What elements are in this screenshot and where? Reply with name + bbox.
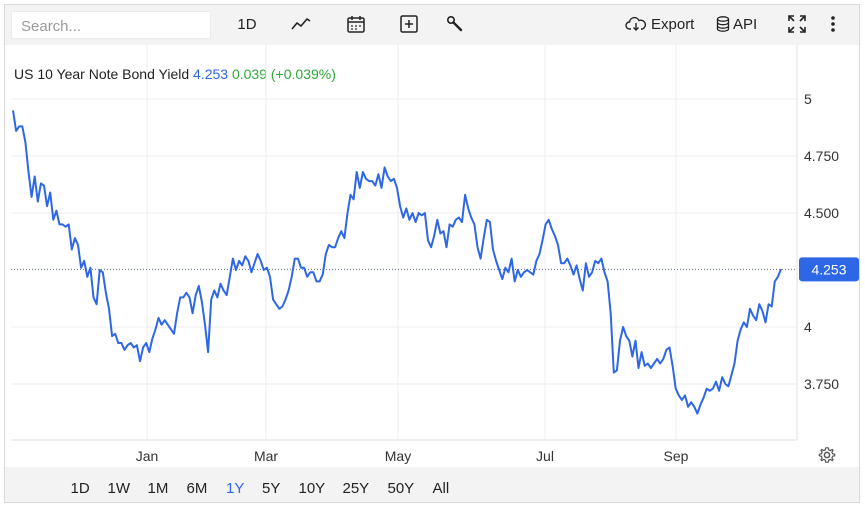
range-button-10y[interactable]: 10Y (298, 480, 326, 497)
range-button-1w[interactable]: 1W (107, 480, 131, 497)
export-button[interactable]: Export (625, 10, 697, 38)
x-tick-label: May (385, 448, 411, 464)
interval-label: 1D (237, 15, 257, 33)
cloud-download-icon (625, 16, 647, 32)
fullscreen-icon (787, 14, 807, 34)
series-value: 4.253 (193, 66, 229, 82)
y-tick-label: 4.500 (804, 205, 839, 221)
range-button-all[interactable]: All (432, 480, 450, 497)
api-label: API (733, 15, 758, 33)
range-button-1m[interactable]: 1M (147, 480, 169, 497)
tools-button[interactable] (443, 10, 467, 38)
x-tick-label: Jan (136, 448, 159, 464)
wrench-icon (445, 14, 465, 34)
range-button-1y[interactable]: 1Y (226, 480, 245, 497)
database-icon (716, 15, 730, 33)
series-legend: US 10 Year Note Bond Yield 4.253 0.039 (… (14, 66, 336, 82)
y-tick-label: 5 (804, 91, 812, 107)
series-line (12, 110, 782, 415)
chart-type-button[interactable] (288, 10, 314, 38)
series-name: US 10 Year Note Bond Yield (14, 66, 190, 82)
x-tick-label: Jul (536, 448, 554, 464)
series-change: 0.039 (+0.039%) (231, 66, 336, 82)
range-button-6m[interactable]: 6M (186, 480, 208, 497)
range-button-1d[interactable]: 1D (70, 480, 90, 497)
add-indicator-icon (399, 14, 419, 34)
more-vertical-icon (830, 15, 836, 33)
y-tick-label: 4 (804, 319, 812, 335)
last-value-badge (799, 257, 859, 282)
x-tick-label: Sep (664, 448, 689, 464)
api-button[interactable]: API (716, 10, 762, 38)
settings-button[interactable] (818, 446, 836, 469)
range-bar (5, 467, 859, 502)
calendar-icon (346, 14, 366, 34)
add-indicator-button[interactable] (397, 10, 421, 38)
interval-selector[interactable]: 1D (232, 10, 262, 38)
x-tick-label: Mar (254, 448, 278, 464)
range-button-5y[interactable]: 5Y (262, 480, 281, 497)
more-button[interactable] (824, 10, 842, 38)
y-tick-label: 4.750 (804, 148, 839, 164)
gear-icon (818, 447, 836, 468)
date-range-button[interactable] (344, 10, 368, 38)
export-label: Export (651, 15, 695, 33)
y-tick-label: 3.750 (804, 376, 839, 392)
range-button-50y[interactable]: 50Y (387, 480, 415, 497)
range-button-25y[interactable]: 25Y (342, 480, 370, 497)
line-chart-icon (290, 16, 312, 32)
last-value-label: 4.253 (811, 261, 846, 277)
fullscreen-button[interactable] (786, 10, 808, 38)
search-input[interactable]: Search... (11, 11, 211, 39)
